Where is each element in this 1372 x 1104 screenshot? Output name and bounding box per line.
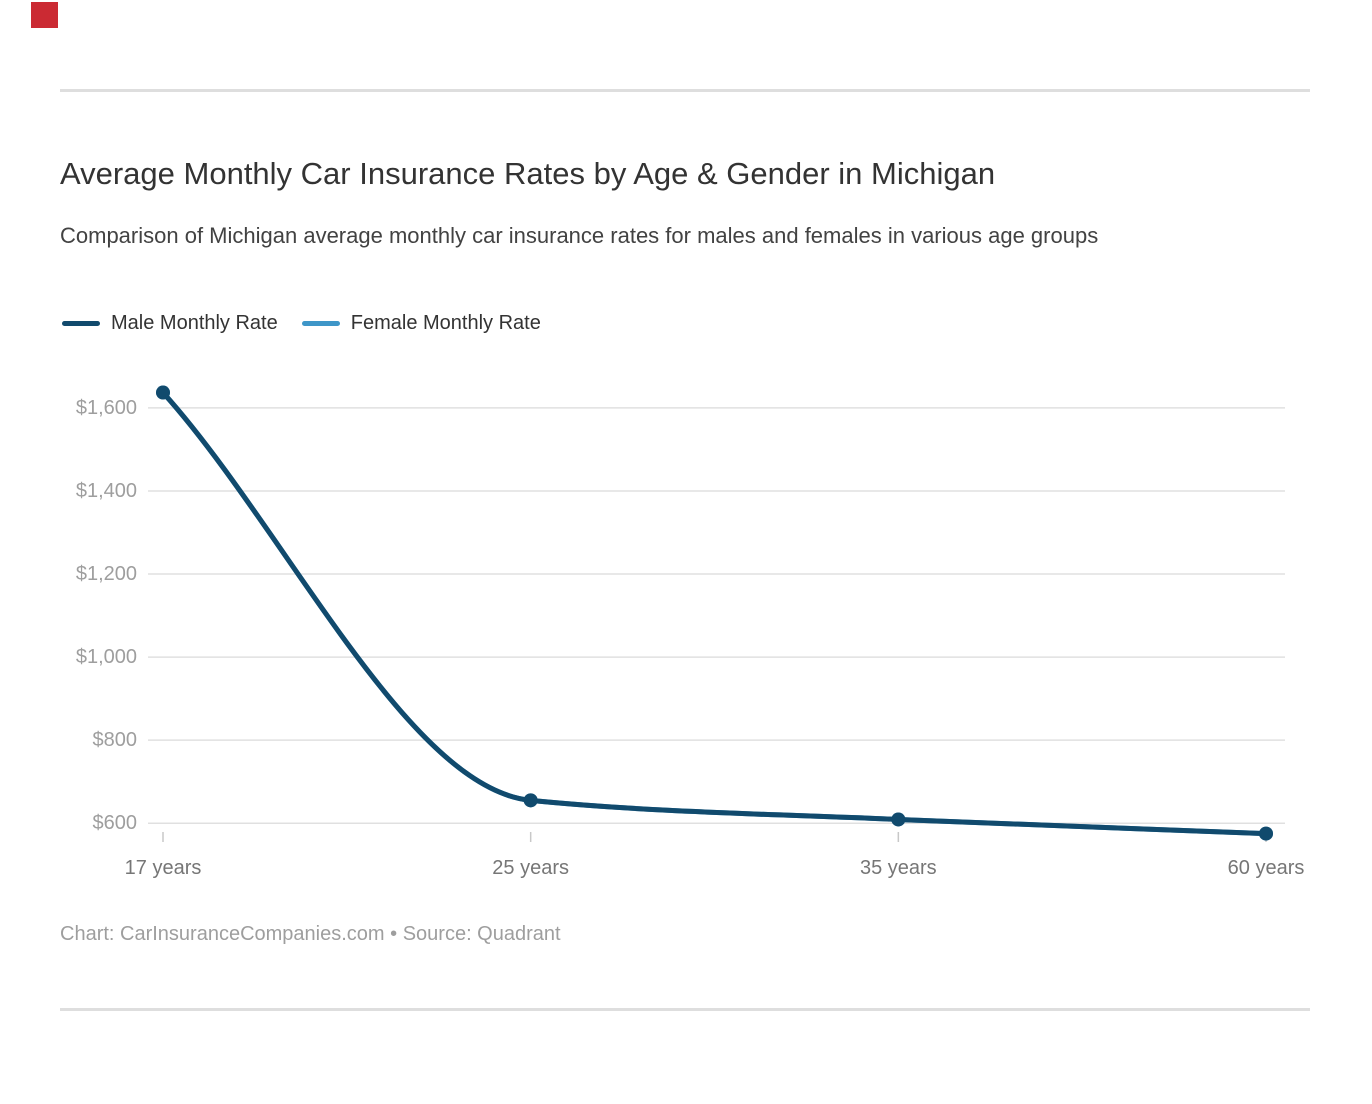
chart-title: Average Monthly Car Insurance Rates by A… <box>60 156 996 191</box>
red-annotation-marker <box>31 2 58 28</box>
legend-item-female: Female Monthly Rate <box>301 312 541 335</box>
y-axis-label: $800 <box>93 729 138 751</box>
male-line-swatch <box>62 321 100 326</box>
bottom-divider <box>60 1008 1310 1011</box>
legend-label-female: Female Monthly Rate <box>350 312 541 334</box>
x-axis-label: 35 years <box>860 857 937 879</box>
legend-label-male: Male Monthly Rate <box>111 312 278 334</box>
top-divider <box>60 89 1310 92</box>
point-male-monthly-rate[interactable] <box>891 812 906 827</box>
chart-subtitle: Comparison of Michigan average monthly c… <box>60 223 1099 248</box>
legend: Male Monthly Rate Female Monthly Rate <box>62 312 541 335</box>
point-male-monthly-rate[interactable] <box>1259 826 1274 841</box>
x-axis-label: 25 years <box>492 857 569 879</box>
y-axis-label: $1,600 <box>76 397 137 419</box>
chart-attribution: Chart: CarInsuranceCompanies.com • Sourc… <box>60 923 561 945</box>
line-male-monthly-rate <box>160 390 1269 837</box>
y-axis-label: $600 <box>93 812 138 834</box>
x-axis-label: 60 years <box>1228 857 1305 879</box>
chart-svg: $600 $800 $1,000 $1,200 $1,400 $1,600 17 years… <box>76 385 1305 879</box>
point-male-monthly-rate[interactable] <box>156 385 170 400</box>
y-axis-label: $1,000 <box>76 646 137 668</box>
y-axis-label: $1,200 <box>76 563 137 585</box>
x-axis-label: 17 years <box>125 857 202 879</box>
female-line-swatch <box>301 321 340 326</box>
point-male-monthly-rate[interactable] <box>523 793 538 808</box>
y-axis-label: $1,400 <box>76 480 137 502</box>
legend-item-male: Male Monthly Rate <box>62 312 278 335</box>
